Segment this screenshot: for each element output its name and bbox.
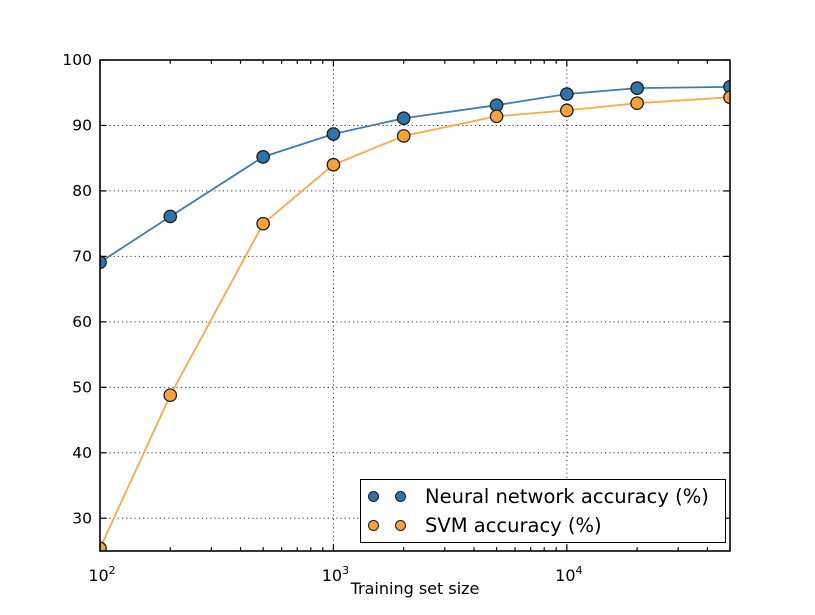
data-point xyxy=(326,157,341,172)
tick-labels: 30 40 50 60 70 80 90 100 102 103 104 xyxy=(62,51,582,585)
x-tick-label: 104 xyxy=(555,564,582,585)
data-point xyxy=(630,96,644,111)
legend-marker-icon xyxy=(368,491,379,502)
axis-ticks xyxy=(99,59,730,551)
legend: Neural network accuracy (%) SVM accuracy… xyxy=(360,479,726,543)
data-point xyxy=(396,129,411,143)
legend-marker-icon xyxy=(368,520,379,531)
y-tick-label: 100 xyxy=(62,51,92,69)
y-tick-label: 30 xyxy=(72,509,92,527)
data-point xyxy=(163,209,178,224)
y-tick-label: 40 xyxy=(72,444,92,462)
y-tick-label: 90 xyxy=(72,117,92,135)
y-tick-label: 70 xyxy=(72,248,92,266)
data-point xyxy=(326,127,341,141)
series-0-markers xyxy=(100,79,730,270)
data-point xyxy=(489,109,504,124)
series-0-line xyxy=(100,85,730,264)
data-point xyxy=(396,111,411,126)
x-tick-label: 103 xyxy=(322,564,349,585)
data-point xyxy=(630,81,644,96)
legend-label: SVM accuracy (%) xyxy=(425,513,602,537)
legend-marker-icon xyxy=(395,491,406,502)
y-tick-label: 60 xyxy=(72,313,92,331)
x-axis-label: Training set size xyxy=(350,579,480,598)
grid-lines xyxy=(101,61,729,550)
y-tick-label: 80 xyxy=(72,182,92,200)
legend-item-neural-network: Neural network accuracy (%) xyxy=(361,482,725,511)
legend-marker-icon xyxy=(395,520,406,531)
x-tick-label: 102 xyxy=(88,564,115,585)
data-point xyxy=(256,216,271,231)
data-point xyxy=(559,87,574,101)
data-point xyxy=(163,388,178,403)
data-point xyxy=(559,103,574,118)
legend-label: Neural network accuracy (%) xyxy=(425,484,709,508)
data-point xyxy=(256,150,271,164)
plot-border xyxy=(99,59,731,552)
y-tick-label: 50 xyxy=(72,379,92,397)
series-1-markers xyxy=(100,90,730,551)
legend-item-svm: SVM accuracy (%) xyxy=(361,511,725,540)
